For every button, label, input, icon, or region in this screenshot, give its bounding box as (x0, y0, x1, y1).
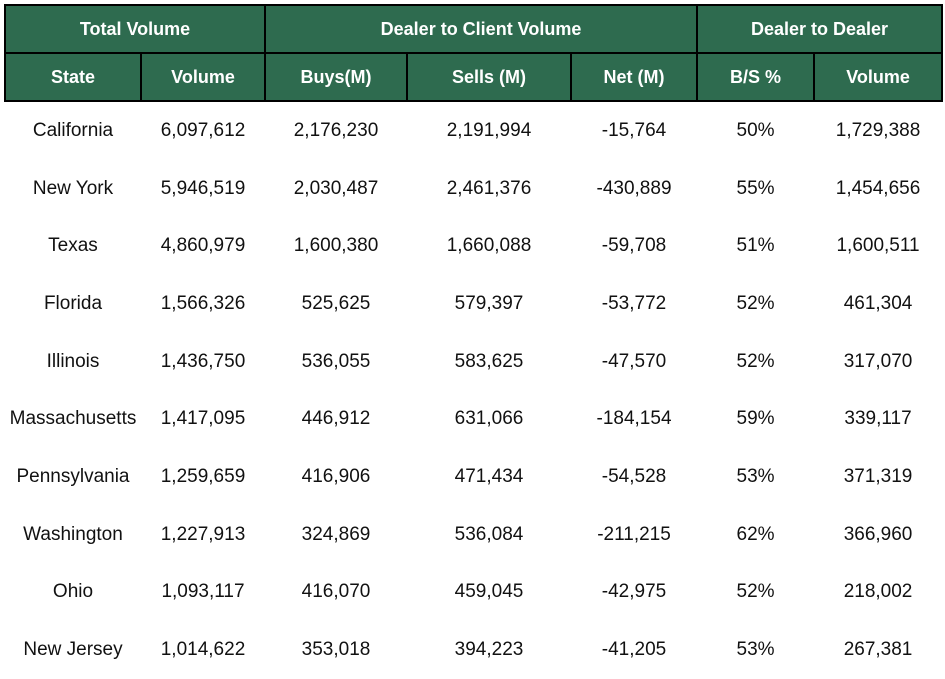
cell-state: California (32, 119, 114, 141)
cell-bs-percent: 59% (736, 408, 775, 430)
cell-state: Florida (43, 292, 103, 314)
table-row: Florida 1,566,326 525,625 579,397 -53,772 52%… (5, 275, 942, 333)
cell-dealer-volume: 461,304 (843, 292, 913, 314)
cell-dealer-volume: 1,454,656 (835, 177, 921, 199)
cell-sells: 2,191,994 (446, 119, 532, 141)
cell-net: -184,154 (596, 408, 672, 430)
cell-volume: 1,227,913 (160, 523, 246, 545)
cell-net: -59,708 (601, 235, 667, 257)
cell-dealer-volume: 218,002 (843, 581, 913, 603)
cell-buys: 416,070 (301, 581, 371, 603)
cell-sells: 459,045 (454, 581, 524, 603)
cell-volume: 1,566,326 (160, 292, 246, 314)
cell-dealer-volume: 1,600,511 (836, 235, 920, 257)
cell-state: Massachusetts (9, 408, 137, 430)
cell-dealer-volume: 317,070 (843, 350, 913, 372)
table-row: Massachusetts 1,417,095 446,912 631,066 -184… (5, 390, 942, 448)
col-header-sells: Sells (M) (406, 52, 572, 102)
cell-volume: 1,417,095 (160, 408, 246, 430)
cell-buys: 353,018 (301, 639, 371, 661)
cell-net: -211,215 (597, 523, 671, 545)
cell-buys: 536,055 (301, 350, 371, 372)
cell-sells: 471,434 (454, 465, 524, 487)
cell-dealer-volume: 339,117 (844, 408, 912, 430)
cell-dealer-volume: 366,960 (843, 523, 913, 545)
cell-net: -430,889 (596, 177, 672, 199)
cell-sells: 1,660,088 (446, 235, 532, 257)
cell-dealer-volume: 371,319 (843, 465, 913, 487)
table-container: Total Volume Dealer to Client Volume Dea… (4, 4, 944, 660)
cell-bs-percent: 55% (736, 177, 775, 199)
cell-net: -41,205 (601, 639, 667, 661)
cell-bs-percent: 51% (736, 235, 775, 257)
col-header-buys: Buys(M) (264, 52, 408, 102)
table-row: New York 5,946,519 2,030,487 2,461,376 -430,… (5, 160, 942, 218)
group-header-total-volume: Total Volume (4, 4, 266, 54)
table-row: California 6,097,612 2,176,230 2,191,994 -15… (5, 101, 942, 160)
cell-bs-percent: 50% (736, 119, 775, 141)
cell-volume: 6,097,612 (160, 119, 246, 141)
cell-sells: 631,066 (454, 408, 524, 430)
cell-state: Ohio (52, 581, 94, 603)
cell-buys: 324,869 (301, 523, 371, 545)
cell-net: -42,975 (601, 581, 667, 603)
cell-volume: 5,946,519 (160, 177, 246, 199)
cell-bs-percent: 53% (736, 639, 775, 661)
col-header-bs-percent: B/S % (696, 52, 816, 102)
cell-buys: 2,030,487 (293, 177, 379, 199)
cell-volume: 1,093,117 (161, 581, 245, 603)
cell-sells: 536,084 (454, 523, 524, 545)
cell-bs-percent: 52% (736, 581, 775, 603)
cell-volume: 1,014,622 (160, 639, 246, 661)
cell-volume: 1,436,750 (160, 350, 246, 372)
col-header-net: Net (M) (569, 52, 699, 102)
table-row: Ohio 1,093,117 416,070 459,045 -42,975 52% 218… (5, 564, 942, 622)
cell-buys: 525,625 (301, 292, 371, 314)
cell-bs-percent: 52% (736, 350, 775, 372)
cell-sells: 394,223 (454, 639, 524, 661)
table-row: Texas 4,860,979 1,600,380 1,660,088 -59,708 5… (5, 217, 942, 275)
cell-state: Washington (23, 523, 123, 545)
cell-net: -54,528 (601, 465, 667, 487)
table-row: Pennsylvania 1,259,659 416,906 471,434 -54,5… (5, 448, 942, 506)
table-row: New Jersey 1,014,622 353,018 394,223 -41,205… (5, 621, 942, 679)
cell-net: -15,764 (601, 119, 667, 141)
state-volume-table: Total Volume Dealer to Client Volume Dea… (4, 4, 944, 679)
cell-volume: 1,259,659 (160, 465, 246, 487)
cell-bs-percent: 53% (736, 465, 775, 487)
cell-sells: 583,625 (454, 350, 524, 372)
table-row: Illinois 1,436,750 536,055 583,625 -47,570 52… (5, 333, 942, 391)
cell-state: Pennsylvania (16, 465, 130, 487)
cell-volume: 4,860,979 (160, 235, 246, 257)
cell-sells: 2,461,376 (446, 177, 532, 199)
col-header-state: State (4, 52, 142, 102)
cell-net: -53,772 (601, 292, 667, 314)
cell-bs-percent: 62% (736, 523, 775, 545)
header-group-row: Total Volume Dealer to Client Volume Dea… (4, 4, 944, 54)
cell-net: -47,570 (601, 350, 667, 372)
col-header-dealer-volume: Volume (813, 52, 944, 102)
cell-dealer-volume: 1,729,388 (835, 119, 921, 141)
cell-bs-percent: 52% (736, 292, 775, 314)
group-header-dealer-to-client: Dealer to Client Volume (263, 4, 699, 54)
cell-state: Illinois (46, 350, 100, 372)
cell-dealer-volume: 267,381 (843, 639, 913, 661)
cell-buys: 446,912 (301, 408, 371, 430)
cell-buys: 2,176,230 (293, 119, 379, 141)
column-header-row: State Volume Buys(M) Sells (M) Net (M) B… (4, 52, 944, 102)
cell-sells: 579,397 (454, 292, 524, 314)
cell-state: New Jersey (23, 639, 123, 661)
col-header-volume: Volume (140, 52, 266, 102)
cell-state: Texas (48, 235, 98, 257)
cell-buys: 416,906 (301, 465, 371, 487)
cell-buys: 1,600,380 (293, 235, 379, 257)
group-header-dealer-to-dealer: Dealer to Dealer (696, 4, 944, 54)
table-row: Washington 1,227,913 324,869 536,084 -211,21… (5, 506, 942, 564)
cell-state: New York (32, 177, 114, 199)
table-body: California 6,097,612 2,176,230 2,191,994 -15… (5, 101, 942, 679)
